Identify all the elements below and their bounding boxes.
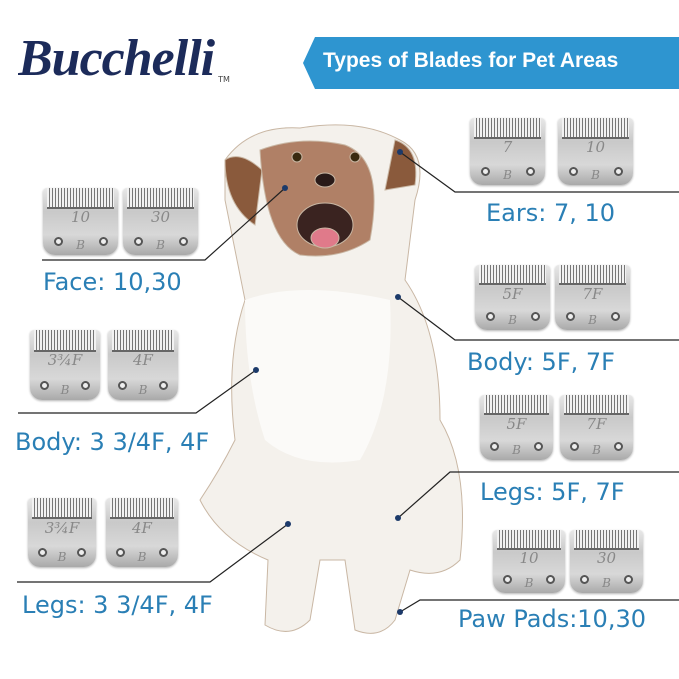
blade-10: 10 B [493,530,565,593]
blade-5f: 5F B [480,395,553,460]
dog [199,124,463,634]
blade-4f: 4F B [106,498,178,567]
blade-7f: 7F B [555,265,630,330]
label-paw-pads: Paw Pads:10,30 [458,605,646,633]
blade-7f: 7F B [560,395,633,460]
brand-logo: Bucchelli [18,30,215,87]
label-ears: Ears: 7, 10 [486,199,616,227]
banner-title: Types of Blades for Pet Areas [323,49,619,72]
trademark: TM [218,75,230,84]
blade-3-3-4f: 3¾F B [28,498,96,567]
blade-30: 30 B [570,530,643,593]
blade-10: 10 B [558,118,633,185]
label-legs-left: Legs: 3 3/4F, 4F [22,591,213,619]
blade-3-3-4f: 3¾F B [30,330,100,400]
title-banner: Types of Blades for Pet Areas [303,37,679,89]
label-legs-right: Legs: 5F, 7F [480,478,625,506]
label-body-right: Body: 5F, 7F [467,348,615,376]
blade-30: 30 B [123,188,198,255]
blade-10: 10 B [43,188,118,255]
label-body-left: Body: 3 3/4F, 4F [15,428,210,456]
brand: Bucchelli TM [18,28,293,90]
label-face: Face: 10,30 [43,268,182,296]
leader-dots [253,149,403,615]
blade-5f: 5F B [475,265,550,330]
leader-lines [17,151,679,613]
blade-4f: 4F B [108,330,178,400]
